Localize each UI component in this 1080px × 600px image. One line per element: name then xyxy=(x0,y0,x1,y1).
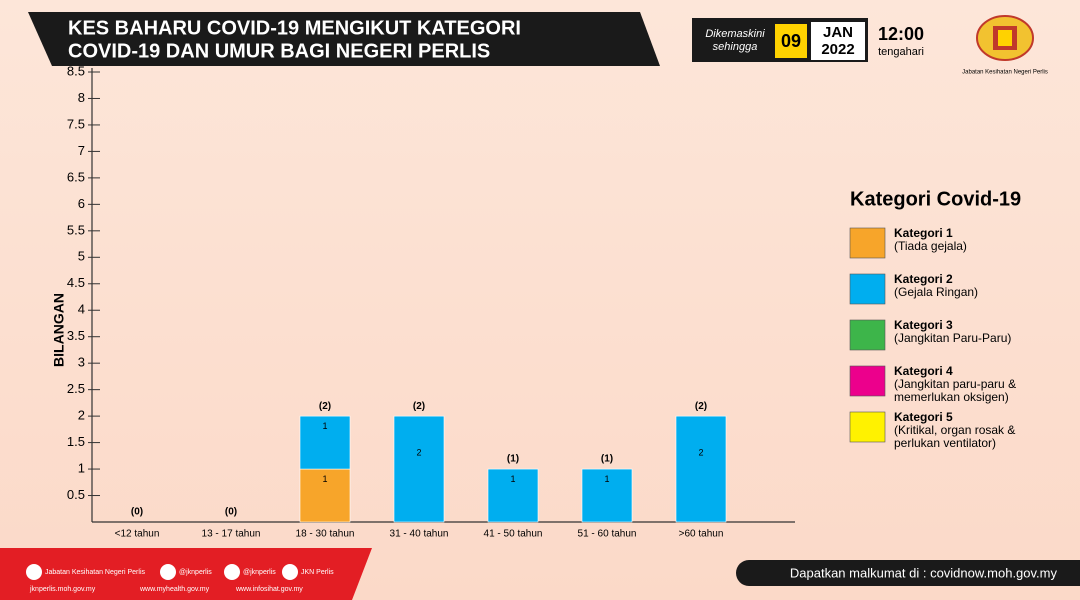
bar-segment xyxy=(299,415,351,470)
total-label: (0) xyxy=(131,507,143,518)
legend-swatch xyxy=(849,365,886,397)
legend-swatch xyxy=(849,227,886,259)
website: www.infosihat.gov.my xyxy=(235,586,303,593)
y-tick-label: 8.5 xyxy=(67,63,85,78)
y-tick-label: 3.5 xyxy=(67,328,85,343)
total-label: (0) xyxy=(225,507,237,518)
footer-cta: Dapatkan malkumat di : covidnow.moh.gov.… xyxy=(790,565,1058,580)
legend-swatch xyxy=(849,319,886,351)
legend-name: Kategori 3 xyxy=(894,318,953,332)
y-tick-label: 2 xyxy=(78,408,85,423)
social-handle: @jknperlis xyxy=(179,569,212,576)
x-tick-label: >60 tahun xyxy=(679,529,724,540)
segment-label: 1 xyxy=(510,474,515,484)
x-tick-label: <12 tahun xyxy=(115,529,160,540)
x-tick-label: 41 - 50 tahun xyxy=(484,529,543,540)
website: jknperlis.moh.gov.my xyxy=(29,586,96,593)
title-banner xyxy=(28,12,660,66)
legend-swatch xyxy=(849,411,886,443)
legend-description: memerlukan oksigen) xyxy=(894,390,1009,404)
social-icon xyxy=(160,564,176,580)
legend-description: (Jangkitan paru-paru & xyxy=(894,377,1016,391)
legend-description: perlukan ventilator) xyxy=(894,436,996,450)
y-tick-label: 5 xyxy=(78,249,85,264)
social-handle: @jknperlis xyxy=(243,569,276,576)
total-label: (2) xyxy=(413,401,425,412)
legend-name: Kategori 2 xyxy=(894,272,953,286)
bar-segment xyxy=(581,468,633,523)
x-tick-label: 31 - 40 tahun xyxy=(390,529,449,540)
bar-segment xyxy=(487,468,539,523)
segment-label: 2 xyxy=(416,447,421,457)
total-label: (2) xyxy=(319,401,331,412)
title-line: COVID-19 DAN UMUR BAGI NEGERI PERLIS xyxy=(68,40,490,62)
social-icon xyxy=(224,564,240,580)
y-tick-label: 1.5 xyxy=(67,434,85,449)
logo-caption: Jabatan Kesihatan Negeri Perlis xyxy=(962,70,1048,76)
bar-segment xyxy=(393,415,445,523)
month: JAN xyxy=(823,24,853,41)
legend-description: (Kritikal, organ rosak & xyxy=(894,423,1015,437)
x-tick-label: 51 - 60 tahun xyxy=(578,529,637,540)
bar-segment xyxy=(675,415,727,523)
legend-name: Kategori 5 xyxy=(894,410,953,424)
y-tick-label: 4.5 xyxy=(67,275,85,290)
time: 12:00 xyxy=(878,24,924,44)
social-handle: Jabatan Kesihatan Negeri Perlis xyxy=(45,569,146,576)
website: www.myhealth.gov.my xyxy=(139,586,210,593)
social-icon xyxy=(282,564,298,580)
x-tick-label: 18 - 30 tahun xyxy=(296,529,355,540)
y-tick-label: 6.5 xyxy=(67,169,85,184)
updated-label: Dikemaskini xyxy=(705,28,765,40)
y-tick-label: 8 xyxy=(78,90,85,105)
legend-name: Kategori 4 xyxy=(894,364,953,378)
legend-description: (Gejala Ringan) xyxy=(894,285,978,299)
x-tick-label: 13 - 17 tahun xyxy=(202,529,261,540)
footer-cta-bar xyxy=(736,560,1080,586)
total-label: (2) xyxy=(695,401,707,412)
y-tick-label: 5.5 xyxy=(67,222,85,237)
year: 2022 xyxy=(821,41,854,58)
legend-description: (Tiada gejala) xyxy=(894,239,967,253)
updated-label: sehingga xyxy=(713,41,758,53)
social-icon xyxy=(26,564,42,580)
y-tick-label: 4 xyxy=(78,302,85,317)
y-tick-label: 2.5 xyxy=(67,381,85,396)
y-tick-label: 6 xyxy=(78,196,85,211)
footer-band xyxy=(0,548,372,600)
y-tick-label: 3 xyxy=(78,355,85,370)
day-box xyxy=(775,24,807,58)
y-tick-label: 7 xyxy=(78,143,85,158)
day: 09 xyxy=(781,31,801,51)
social-handle: JKN Perlis xyxy=(301,569,334,576)
time-label: tengahari xyxy=(878,46,924,58)
legend-title: Kategori Covid-19 xyxy=(850,188,1021,210)
segment-label: 2 xyxy=(698,447,703,457)
logo xyxy=(976,15,1034,61)
y-tick-label: 7.5 xyxy=(67,116,85,131)
total-label: (1) xyxy=(601,454,613,465)
y-axis-label: BILANGAN xyxy=(51,293,67,367)
title-line: KES BAHARU COVID-19 MENGIKUT KATEGORI xyxy=(68,17,521,39)
legend-description: (Jangkitan Paru-Paru) xyxy=(894,331,1011,345)
bar-segment xyxy=(299,468,351,523)
segment-label: 1 xyxy=(322,421,327,431)
total-label: (1) xyxy=(507,454,519,465)
y-tick-label: 1 xyxy=(78,460,85,475)
segment-label: 1 xyxy=(322,474,327,484)
segment-label: 1 xyxy=(604,474,609,484)
legend-swatch xyxy=(849,273,886,305)
month-box xyxy=(811,22,865,60)
legend-name: Kategori 1 xyxy=(894,226,953,240)
y-tick-label: 0.5 xyxy=(67,487,85,502)
